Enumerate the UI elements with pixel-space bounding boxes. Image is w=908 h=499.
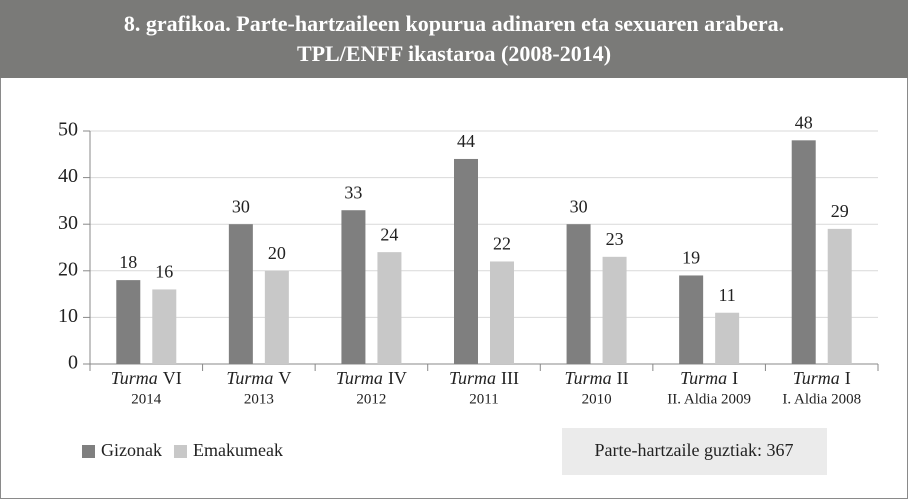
x-tick-label-text: VI xyxy=(163,368,182,388)
x-tick-sublabel: I. Aldia 2008 xyxy=(782,391,861,407)
y-tick-label: 10 xyxy=(58,305,78,327)
value-label: 22 xyxy=(493,234,511,254)
bar xyxy=(377,252,402,364)
value-label: 24 xyxy=(380,224,398,244)
x-tick-label: Turma IV xyxy=(336,368,407,388)
x-tick-label-italic: Turma xyxy=(226,368,273,388)
bar xyxy=(566,224,591,364)
y-tick-label: 20 xyxy=(58,258,78,280)
x-tick-sublabel: 2013 xyxy=(244,391,274,407)
legend-swatch xyxy=(82,445,95,458)
value-label: 48 xyxy=(795,112,813,132)
x-tick-sublabel: 2012 xyxy=(356,391,386,407)
x-tick-label-text: II xyxy=(617,368,629,388)
legend-label: Gizonak xyxy=(101,440,162,460)
legend-swatch xyxy=(173,445,187,458)
bar xyxy=(116,280,141,364)
legend-label: Emakumeak xyxy=(193,440,283,460)
x-tick-label: Turma V xyxy=(226,368,291,388)
x-tick-label-text: I xyxy=(732,368,738,388)
x-tick-label-italic: Turma xyxy=(111,368,158,388)
x-tick-label-text: III xyxy=(501,368,519,388)
x-tick-sublabel: 2014 xyxy=(131,391,162,407)
x-tick-label-text: I xyxy=(845,368,851,388)
x-tick-sublabel: 2011 xyxy=(469,391,498,407)
value-label: 33 xyxy=(344,182,362,202)
chart-title: TPL/ENFF ikastaroa (2008-2014) xyxy=(297,41,611,66)
x-tick-label-text: V xyxy=(278,368,291,388)
x-tick-label-italic: Turma xyxy=(565,368,612,388)
bar xyxy=(490,261,514,364)
header xyxy=(0,0,908,78)
x-tick-label-italic: Turma xyxy=(449,368,496,388)
x-tick-sublabel: 2010 xyxy=(582,391,612,407)
bar xyxy=(679,275,704,364)
value-label: 30 xyxy=(232,196,250,216)
value-label: 30 xyxy=(570,196,588,216)
bar xyxy=(715,312,740,364)
x-tick-sublabel: II. Aldia 2009 xyxy=(667,391,751,407)
bar xyxy=(791,140,816,364)
bar xyxy=(152,289,177,364)
y-tick-label: 30 xyxy=(58,212,78,234)
x-tick-label: Turma I xyxy=(793,368,851,388)
x-tick-label-text: IV xyxy=(388,368,407,388)
x-tick-label: Turma I xyxy=(680,368,738,388)
bar xyxy=(827,228,852,364)
x-tick-label-italic: Turma xyxy=(793,368,840,388)
annotation-box xyxy=(562,428,827,475)
y-tick-label: 50 xyxy=(58,119,78,141)
value-label: 29 xyxy=(831,201,849,221)
x-tick-label: Turma VI xyxy=(111,368,182,388)
x-tick-label-italic: Turma xyxy=(336,368,383,388)
bar xyxy=(264,270,289,364)
value-label: 18 xyxy=(119,252,137,272)
bar xyxy=(341,210,366,364)
x-tick-label: Turma II xyxy=(565,368,629,388)
chart-title: 8. grafikoa. Parte-hartzaileen kopurua a… xyxy=(124,11,784,36)
value-label: 20 xyxy=(268,243,286,263)
y-tick-label: 40 xyxy=(58,165,78,187)
annotation: Parte-hartzaile guztiak: 367 xyxy=(595,440,794,460)
value-label: 19 xyxy=(682,248,700,268)
value-label: 44 xyxy=(457,131,475,151)
bar xyxy=(602,256,627,364)
bar xyxy=(228,224,253,364)
x-tick-label-italic: Turma xyxy=(680,368,727,388)
y-tick-label: 0 xyxy=(68,352,78,374)
value-label: 16 xyxy=(155,262,173,282)
value-label: 23 xyxy=(606,229,624,249)
x-tick-label: Turma III xyxy=(449,368,519,388)
bar xyxy=(454,158,478,364)
value-label: 11 xyxy=(718,285,735,305)
